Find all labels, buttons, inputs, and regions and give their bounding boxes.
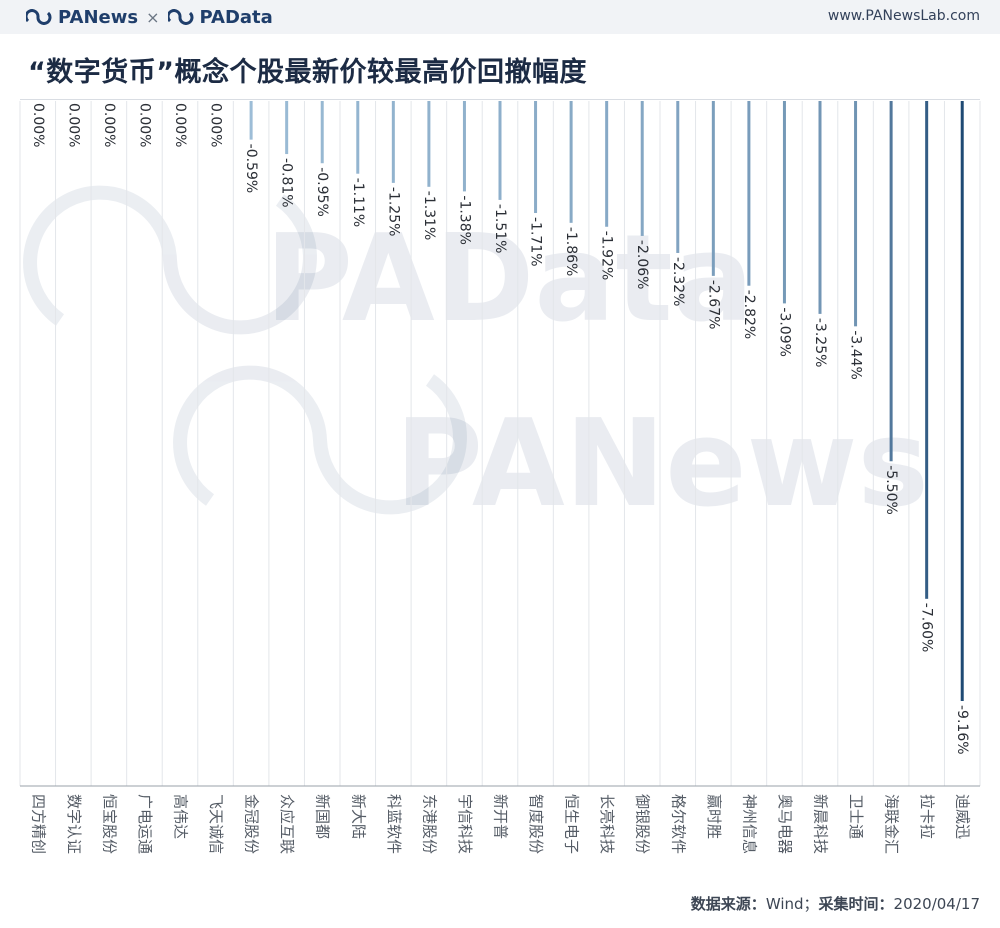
data-label: -1.31% bbox=[421, 191, 437, 241]
category-label: 金冠股份 bbox=[243, 794, 261, 854]
category-label: 赢时胜 bbox=[705, 794, 723, 839]
bar bbox=[320, 101, 324, 164]
data-label: 0.00% bbox=[136, 103, 152, 147]
category-label: 长亮科技 bbox=[598, 794, 616, 854]
bar bbox=[356, 101, 360, 174]
category-label: 东港股份 bbox=[420, 794, 438, 854]
data-label: -0.59% bbox=[243, 144, 259, 194]
category-label: 迪威迅 bbox=[954, 794, 972, 839]
data-label: 0.00% bbox=[101, 103, 117, 147]
category-label: 高伟达 bbox=[172, 794, 190, 839]
category-label: 宇信科技 bbox=[456, 794, 474, 854]
bar bbox=[427, 101, 431, 187]
category-label: 海联金汇 bbox=[883, 794, 901, 854]
category-label: 众应互联 bbox=[278, 794, 296, 854]
bar bbox=[569, 101, 573, 223]
category-label: 恒生电子 bbox=[563, 794, 581, 854]
data-label: -3.25% bbox=[812, 318, 828, 368]
time-label: 采集时间： bbox=[818, 895, 894, 913]
data-label: 0.00% bbox=[65, 103, 81, 147]
bar bbox=[747, 101, 751, 286]
bar bbox=[605, 101, 609, 227]
category-label: 卫士通 bbox=[847, 794, 865, 839]
data-label: -3.44% bbox=[848, 330, 864, 380]
data-label: -1.92% bbox=[599, 231, 615, 281]
bar bbox=[925, 101, 929, 599]
brand-panews: PANews bbox=[58, 6, 139, 28]
data-label: -7.60% bbox=[919, 603, 935, 653]
data-label: -2.67% bbox=[705, 280, 721, 330]
bar bbox=[854, 101, 858, 327]
category-label: 神州信息 bbox=[740, 794, 758, 854]
bar bbox=[960, 101, 964, 701]
data-label: 0.00% bbox=[172, 103, 188, 147]
category-label: 智度股份 bbox=[527, 794, 545, 854]
data-label: -1.71% bbox=[528, 217, 544, 267]
bar bbox=[498, 101, 502, 200]
data-label: -2.06% bbox=[634, 240, 650, 290]
chart-title: “数字货币”概念个股最新价较最高价回撤幅度 bbox=[28, 57, 587, 88]
bar bbox=[782, 101, 786, 304]
source-label: 数据来源： bbox=[690, 895, 766, 913]
bar bbox=[462, 101, 466, 192]
site-url[interactable]: www.PANewsLab.com bbox=[827, 8, 980, 24]
bar bbox=[889, 101, 893, 462]
data-label: -5.50% bbox=[883, 465, 899, 515]
category-label: 广电运通 bbox=[136, 794, 154, 854]
data-label: -1.51% bbox=[492, 204, 508, 254]
bar bbox=[249, 101, 253, 140]
category-label: 新晨科技 bbox=[812, 794, 830, 854]
category-label: 恒宝股份 bbox=[100, 794, 118, 854]
bar bbox=[640, 101, 644, 236]
category-label: 格尔软件 bbox=[669, 794, 687, 854]
category-label: 飞天诚信 bbox=[207, 794, 225, 854]
bar bbox=[676, 101, 680, 253]
data-label: -1.86% bbox=[563, 227, 579, 277]
brand-padata: PAData bbox=[199, 6, 273, 28]
category-label: 御银股份 bbox=[634, 794, 652, 854]
category-label: 四方精创 bbox=[29, 794, 47, 854]
brand-separator: × bbox=[146, 7, 160, 27]
category-label: 奥马电器 bbox=[776, 794, 794, 854]
category-label: 科蓝软件 bbox=[385, 794, 403, 854]
bar bbox=[818, 101, 822, 314]
bar bbox=[534, 101, 538, 214]
data-label: -0.81% bbox=[279, 158, 295, 208]
data-label: 0.00% bbox=[30, 103, 46, 147]
category-label: 新开普 bbox=[492, 794, 510, 839]
data-label: -0.95% bbox=[314, 167, 330, 217]
time-value: 2020/04/17 bbox=[893, 895, 980, 913]
data-label: -2.32% bbox=[670, 257, 686, 307]
brand-logos: PANews × PAData bbox=[26, 6, 273, 28]
data-label: -1.25% bbox=[385, 187, 401, 237]
source-footer: 数据来源：Wind；采集时间：2020/04/17 bbox=[691, 893, 980, 914]
data-label: -1.11% bbox=[350, 178, 366, 228]
bar bbox=[711, 101, 715, 276]
data-label: -2.82% bbox=[741, 290, 757, 340]
bar bbox=[391, 101, 395, 183]
bar bbox=[285, 101, 289, 155]
source-value: Wind； bbox=[765, 895, 819, 913]
category-label: 拉卡拉 bbox=[918, 794, 936, 839]
top-bar: PANews × PAData www.PANewsLab.com bbox=[0, 0, 1000, 34]
category-label: 数字认证 bbox=[65, 794, 83, 854]
category-label: 新大陆 bbox=[349, 794, 367, 839]
panews-logo-icon bbox=[26, 9, 52, 25]
padata-logo-icon bbox=[167, 9, 193, 25]
category-label: 新国都 bbox=[314, 794, 332, 839]
data-label: -1.38% bbox=[456, 195, 472, 245]
data-label: -9.16% bbox=[954, 705, 970, 755]
data-label: -3.09% bbox=[776, 307, 792, 357]
data-label: 0.00% bbox=[208, 103, 224, 147]
title-divider bbox=[20, 99, 980, 100]
